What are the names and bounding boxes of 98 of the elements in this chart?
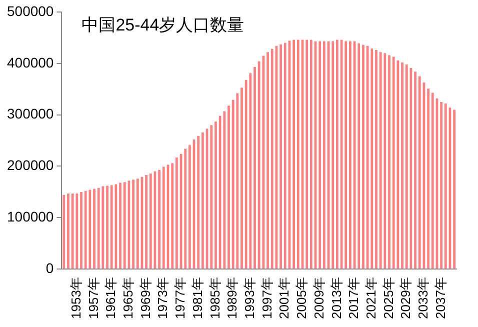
bar xyxy=(67,194,70,269)
bar xyxy=(88,190,92,269)
bar xyxy=(132,180,134,269)
bar xyxy=(396,60,400,269)
bar xyxy=(270,49,274,269)
bar xyxy=(444,104,447,269)
y-tick-label: 500000 xyxy=(7,2,54,19)
bar xyxy=(93,188,96,269)
x-tick-label: 1973年 xyxy=(155,277,170,319)
bar xyxy=(405,64,408,269)
bar xyxy=(414,72,416,269)
x-tick-label: 1969年 xyxy=(138,277,153,319)
y-tick-label: 300000 xyxy=(7,106,54,122)
x-tick-label: 2013年 xyxy=(328,277,344,319)
bar xyxy=(119,182,122,269)
bar xyxy=(249,73,252,269)
bar xyxy=(106,186,108,269)
bar xyxy=(149,173,152,269)
x-tick-label: 2029年 xyxy=(398,277,414,319)
bar xyxy=(384,53,386,269)
bar xyxy=(362,44,364,269)
bar xyxy=(223,111,226,269)
x-tick-label: 1985年 xyxy=(207,277,222,319)
bar xyxy=(410,68,412,269)
bar xyxy=(336,40,338,269)
bar xyxy=(214,122,217,269)
bar xyxy=(453,110,456,269)
bar xyxy=(440,102,442,269)
bar xyxy=(284,42,286,269)
bar xyxy=(97,188,100,269)
bar xyxy=(76,194,78,269)
bar xyxy=(162,166,165,269)
x-tick-label: 1993年 xyxy=(242,277,258,319)
x-tick-label: 1989年 xyxy=(224,277,240,319)
bar xyxy=(310,40,312,269)
bar xyxy=(210,125,213,269)
bar xyxy=(375,50,378,269)
bar xyxy=(240,88,243,269)
bar xyxy=(370,48,374,269)
bar xyxy=(322,41,326,269)
bar xyxy=(427,88,430,269)
x-tick-label: 1957年 xyxy=(86,277,101,319)
x-tick-label: 1953年 xyxy=(68,277,84,319)
bar xyxy=(228,106,230,269)
y-tick-label: 200000 xyxy=(7,157,54,174)
y-tick-label: 100000 xyxy=(7,208,54,225)
bar xyxy=(71,194,74,269)
y-tick-label: 0 xyxy=(46,260,54,276)
bar xyxy=(280,44,282,269)
bar xyxy=(84,190,87,269)
bar xyxy=(197,136,200,269)
bar xyxy=(318,41,322,269)
bar xyxy=(171,163,174,269)
bar xyxy=(266,52,269,269)
bar xyxy=(236,93,239,269)
bar xyxy=(62,195,66,269)
bar xyxy=(379,52,382,269)
bar xyxy=(349,41,352,269)
x-tick-label: 2009年 xyxy=(311,277,326,319)
bar xyxy=(332,41,334,269)
bar xyxy=(306,40,308,269)
x-tick-label: 1997年 xyxy=(259,277,274,319)
x-tick-label: 2025年 xyxy=(380,277,396,319)
bar xyxy=(175,158,178,269)
bar xyxy=(392,56,395,269)
bar xyxy=(262,56,265,269)
x-tick-label: 2033年 xyxy=(416,277,431,319)
bar xyxy=(358,43,360,269)
bar xyxy=(184,148,187,269)
bar xyxy=(296,40,300,269)
bar xyxy=(145,174,148,269)
x-tick-label: 1961年 xyxy=(103,277,118,319)
bar xyxy=(388,55,390,269)
bar xyxy=(344,41,348,269)
bar xyxy=(418,76,421,269)
bar xyxy=(366,46,369,269)
bar xyxy=(136,178,139,269)
bar xyxy=(80,192,82,269)
bar xyxy=(110,185,113,269)
bar xyxy=(158,170,161,269)
bar xyxy=(254,67,256,269)
x-tick-label: 1981年 xyxy=(190,277,205,319)
bar xyxy=(102,186,104,269)
bar xyxy=(123,182,126,269)
x-tick-label: 2021年 xyxy=(363,277,378,319)
x-tick-label: 1977年 xyxy=(172,277,188,319)
bar xyxy=(431,92,434,269)
x-tick-label: 2005年 xyxy=(294,277,310,319)
bar xyxy=(401,62,404,269)
x-tick-label: 2017年 xyxy=(346,277,362,319)
bar xyxy=(292,40,296,269)
x-tick-label: 2037年 xyxy=(432,277,448,319)
x-tick-label: 1965年 xyxy=(120,277,136,319)
y-tick-label: 400000 xyxy=(7,54,54,70)
x-tick-label: 2001年 xyxy=(276,277,292,319)
chart-title: 中国25-44岁人口数量 xyxy=(82,16,244,35)
bar xyxy=(202,132,204,269)
bar xyxy=(188,145,191,269)
